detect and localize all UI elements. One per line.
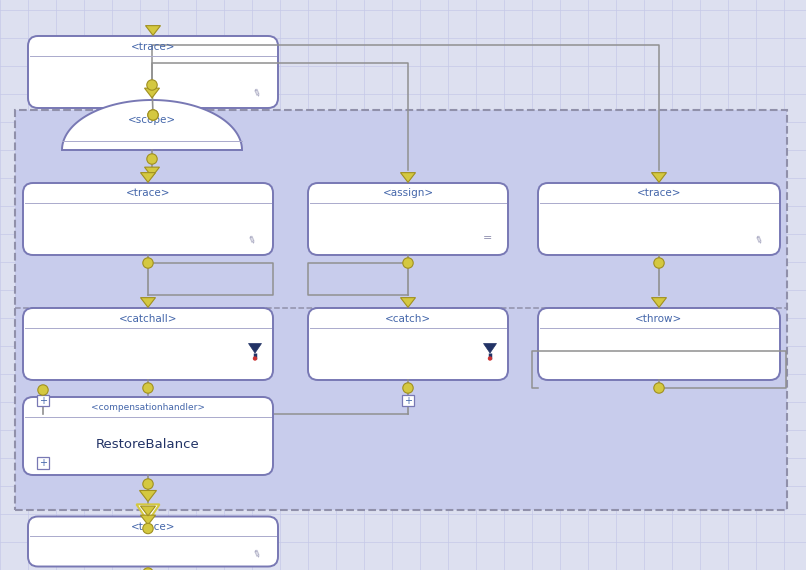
FancyBboxPatch shape: [538, 183, 780, 255]
Text: <trace>: <trace>: [637, 189, 681, 198]
Polygon shape: [401, 173, 416, 182]
Circle shape: [253, 356, 257, 361]
Polygon shape: [140, 506, 156, 516]
Polygon shape: [484, 344, 496, 353]
FancyBboxPatch shape: [402, 394, 413, 406]
Text: <throw>: <throw>: [635, 314, 683, 324]
Circle shape: [143, 523, 153, 534]
Polygon shape: [62, 100, 242, 150]
FancyBboxPatch shape: [23, 183, 273, 255]
Circle shape: [654, 383, 664, 393]
FancyBboxPatch shape: [37, 457, 49, 469]
FancyBboxPatch shape: [28, 36, 278, 108]
Polygon shape: [136, 504, 160, 522]
Polygon shape: [248, 344, 261, 353]
Text: <catchall>: <catchall>: [118, 314, 177, 324]
Text: <catch>: <catch>: [385, 314, 431, 324]
Text: <trace>: <trace>: [131, 522, 175, 532]
Text: ✎: ✎: [251, 548, 261, 560]
Circle shape: [143, 258, 153, 268]
Circle shape: [143, 479, 153, 489]
Text: +: +: [39, 396, 47, 405]
Polygon shape: [651, 173, 667, 182]
Text: ✎: ✎: [246, 234, 256, 246]
FancyBboxPatch shape: [23, 308, 273, 380]
Polygon shape: [651, 298, 667, 307]
FancyBboxPatch shape: [538, 308, 780, 380]
FancyBboxPatch shape: [37, 394, 49, 406]
Circle shape: [143, 568, 153, 570]
Text: RestoreBalance: RestoreBalance: [96, 438, 200, 450]
Text: ✎: ✎: [251, 87, 261, 99]
Polygon shape: [401, 298, 416, 307]
Polygon shape: [140, 173, 156, 182]
FancyBboxPatch shape: [23, 397, 273, 475]
Circle shape: [38, 385, 48, 395]
Circle shape: [147, 154, 157, 164]
Text: =: =: [484, 233, 492, 243]
Text: <trace>: <trace>: [131, 42, 175, 51]
Circle shape: [654, 258, 664, 268]
Circle shape: [488, 356, 492, 361]
Circle shape: [147, 110, 158, 120]
Circle shape: [143, 383, 153, 393]
Circle shape: [403, 383, 413, 393]
Polygon shape: [139, 490, 156, 502]
Circle shape: [147, 110, 158, 120]
Polygon shape: [140, 515, 156, 525]
FancyBboxPatch shape: [308, 308, 508, 380]
Polygon shape: [144, 88, 160, 98]
Text: <trace>: <trace>: [126, 189, 170, 198]
Text: <scope>: <scope>: [128, 115, 176, 125]
Polygon shape: [144, 167, 160, 177]
Text: <compensationhandler>: <compensationhandler>: [91, 403, 205, 412]
Text: +: +: [39, 458, 47, 468]
FancyBboxPatch shape: [28, 516, 278, 567]
Text: <assign>: <assign>: [382, 189, 434, 198]
Polygon shape: [146, 26, 160, 35]
Text: +: +: [404, 396, 412, 405]
FancyBboxPatch shape: [308, 183, 508, 255]
Circle shape: [403, 258, 413, 268]
Text: ✎: ✎: [753, 234, 763, 246]
Polygon shape: [140, 298, 156, 307]
FancyBboxPatch shape: [15, 110, 787, 510]
Circle shape: [147, 80, 157, 90]
